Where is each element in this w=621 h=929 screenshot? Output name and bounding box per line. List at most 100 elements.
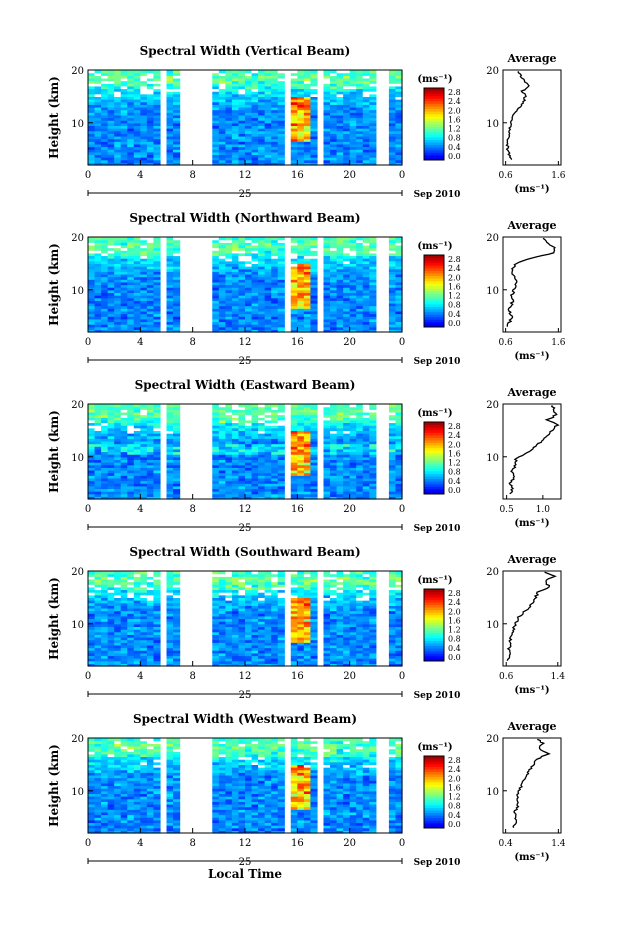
heatmap-cell [349,305,357,309]
heatmap-cell [146,287,155,291]
heatmap-cell [336,326,344,330]
heatmap-cell [120,112,128,116]
heatmap-cell [251,263,259,267]
heatmap-cell [336,255,344,259]
heatmap-cell [343,433,351,437]
heatmap-cell [146,427,155,431]
heatmap-cell [173,448,181,453]
heatmap-cell [290,99,298,103]
heatmap-cell [349,422,357,426]
heatmap-cell [277,435,285,439]
heatmap-cell [101,268,109,272]
heatmap-cell [88,462,96,466]
heatmap-cell [231,480,240,484]
heatmap-cell [388,151,397,156]
heatmap-cell [101,472,109,476]
heatmap-cell [297,631,305,635]
heatmap-cell [343,464,351,468]
heatmap-cell [114,483,122,487]
heatmap-cell [114,297,122,301]
heatmap-cell [94,237,102,241]
heatmap-cell [277,263,285,267]
heatmap-cell [120,159,128,163]
heatmap-cell [146,109,155,113]
heatmap-cell [231,639,240,643]
heatmap-cell [330,663,338,667]
heatmap-cell [114,276,122,280]
heatmap-cell [212,475,220,479]
heatmap-cell [362,626,370,630]
colorbar-swatch [424,257,444,261]
heatmap-cell [369,433,377,437]
x-tick-label: 0 [399,170,405,181]
heatmap-cell [258,417,266,421]
heatmap-cell [258,279,266,283]
heatmap-cell [140,459,148,463]
heatmap-cell [153,120,161,124]
heatmap-cell [120,663,128,667]
heatmap-cell [336,106,344,111]
heatmap-cell [127,252,135,257]
heatmap-cell [133,295,141,299]
heatmap-cell [212,406,220,410]
heatmap-cell [369,417,377,421]
heatmap-cell [225,469,233,474]
heatmap-cell [88,404,96,408]
heatmap-cell [114,469,122,474]
colorbar-swatch [424,298,444,302]
heatmap-cell [114,406,122,410]
heatmap-cell [303,472,312,476]
heatmap-cell [330,318,338,323]
heatmap-cell [218,644,226,649]
heatmap-cell [140,96,148,100]
heatmap-cell [146,273,155,278]
colorbar-swatch [424,488,444,492]
heatmap-cell [225,456,233,461]
heatmap-cell [107,642,115,646]
heatmap-cell [362,313,370,317]
heatmap-cell [101,326,109,330]
heatmap-cell [297,652,305,657]
heatmap-cell [94,96,102,100]
heatmap-cell [153,149,161,153]
heatmap-cell [271,435,279,439]
heatmap-cell [362,237,370,241]
heatmap-cell [323,271,331,275]
heatmap-cell [310,300,318,304]
heatmap-cell [349,318,357,323]
heatmap-cell [277,621,285,625]
heatmap-cell [310,284,318,288]
heatmap-cell [218,112,226,116]
heatmap-cell [369,485,377,490]
heatmap-cell [107,104,115,108]
heatmap-cell [395,96,403,100]
heatmap-cell [212,448,220,453]
heatmap-cell [264,154,272,158]
heatmap-cell [369,128,377,132]
heatmap-cell [140,93,148,97]
heatmap-cell [94,295,102,299]
heatmap-cell [297,77,305,82]
heatmap-cell [140,454,148,458]
heatmap-cell [212,297,220,301]
heatmap-cell [323,122,331,127]
heatmap-cell [258,658,266,662]
heatmap-cell [212,493,220,497]
heatmap-cell [212,663,220,667]
heatmap-cell [277,321,285,325]
heatmap-cell [127,623,135,628]
heatmap-cell [218,456,226,461]
heatmap-cell [225,658,233,662]
heatmap-cell [297,626,305,630]
heatmap-cell [238,305,246,309]
heatmap-cell [264,451,272,455]
heatmap-cell [303,480,312,484]
heatmap-cell [303,114,312,119]
heatmap-cell [101,324,109,328]
heatmap-cell [310,96,318,100]
heatmap-cell [362,279,370,283]
heatmap-cell [146,154,155,158]
heatmap-cell [88,130,96,134]
heatmap-cell [120,655,128,659]
heatmap-cell [114,467,122,471]
